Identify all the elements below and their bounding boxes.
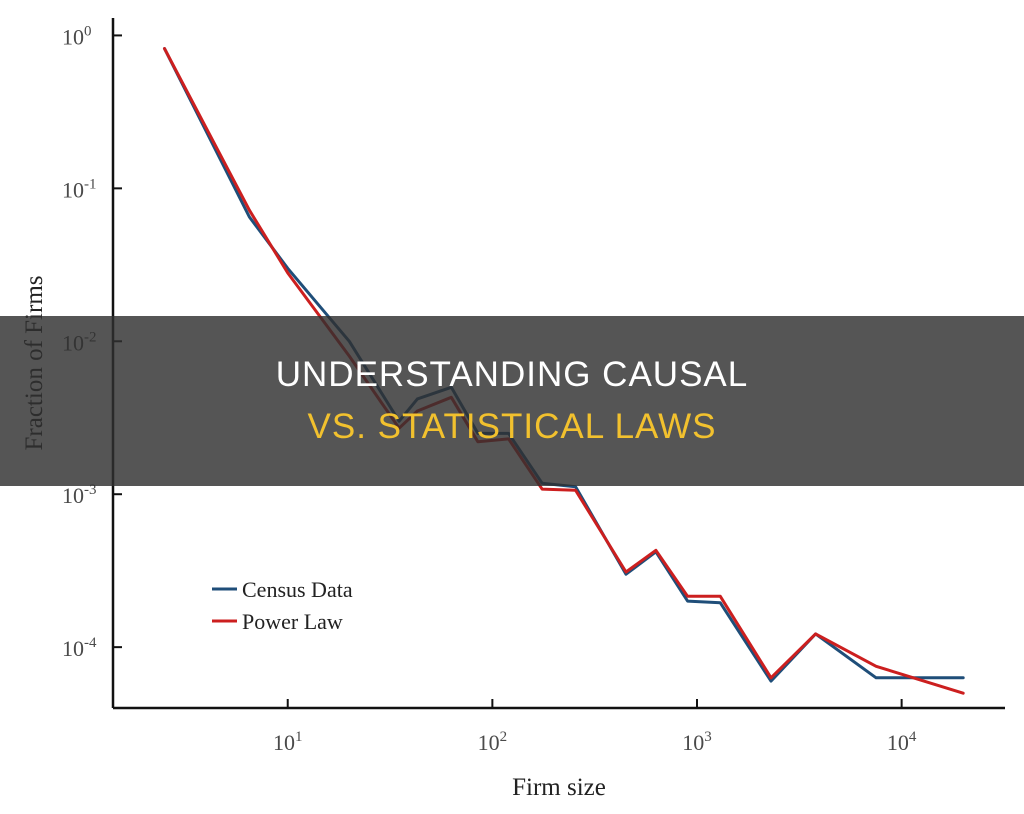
y-tick-label: 100	[62, 23, 92, 49]
y-tick-label: 10-3	[62, 482, 97, 508]
x-ticks: 101 102 103 104	[273, 699, 917, 755]
banner-title-line-1: UNDERSTANDING CAUSAL	[275, 355, 749, 394]
x-tick-label: 102	[478, 729, 508, 755]
y-tick-label: 10-1	[62, 176, 97, 202]
x-tick-label: 101	[273, 729, 303, 755]
x-tick-label: 104	[887, 729, 917, 755]
x-axis-title: Firm size	[512, 774, 606, 801]
y-tick-label: 10-4	[62, 635, 97, 661]
title-banner: UNDERSTANDING CAUSAL VS. STATISTICAL LAW…	[0, 316, 1024, 486]
legend: Census Data Power Law	[212, 577, 353, 634]
legend-label-power-law: Power Law	[242, 609, 343, 634]
x-tick-label: 103	[682, 729, 712, 755]
legend-label-census-data: Census Data	[242, 577, 353, 602]
banner-title-line-2: VS. STATISTICAL LAWS	[307, 407, 717, 446]
